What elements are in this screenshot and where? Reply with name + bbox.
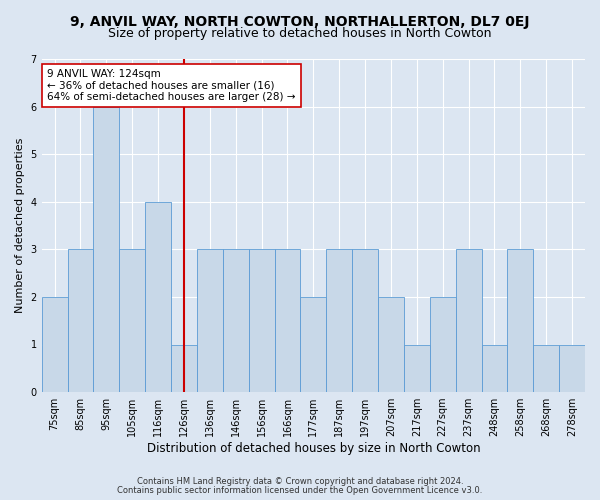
Bar [171, 344, 197, 392]
Bar [559, 344, 585, 392]
Bar [404, 344, 430, 392]
Bar [326, 250, 352, 392]
Bar [197, 250, 223, 392]
Y-axis label: Number of detached properties: Number of detached properties [15, 138, 25, 313]
Text: 9, ANVIL WAY, NORTH COWTON, NORTHALLERTON, DL7 0EJ: 9, ANVIL WAY, NORTH COWTON, NORTHALLERTO… [70, 15, 530, 29]
Text: Contains public sector information licensed under the Open Government Licence v3: Contains public sector information licen… [118, 486, 482, 495]
Bar [533, 344, 559, 392]
Bar [94, 106, 119, 392]
Bar [455, 250, 482, 392]
Bar [119, 250, 145, 392]
Bar [248, 250, 275, 392]
Bar [352, 250, 378, 392]
Bar [223, 250, 248, 392]
Text: 9 ANVIL WAY: 124sqm
← 36% of detached houses are smaller (16)
64% of semi-detach: 9 ANVIL WAY: 124sqm ← 36% of detached ho… [47, 69, 296, 102]
Bar [41, 297, 68, 392]
X-axis label: Distribution of detached houses by size in North Cowton: Distribution of detached houses by size … [146, 442, 480, 455]
Bar [378, 297, 404, 392]
Bar [145, 202, 171, 392]
Text: Size of property relative to detached houses in North Cowton: Size of property relative to detached ho… [108, 28, 492, 40]
Bar [508, 250, 533, 392]
Bar [68, 250, 94, 392]
Bar [430, 297, 455, 392]
Text: Contains HM Land Registry data © Crown copyright and database right 2024.: Contains HM Land Registry data © Crown c… [137, 477, 463, 486]
Bar [482, 344, 508, 392]
Bar [301, 297, 326, 392]
Bar [275, 250, 301, 392]
